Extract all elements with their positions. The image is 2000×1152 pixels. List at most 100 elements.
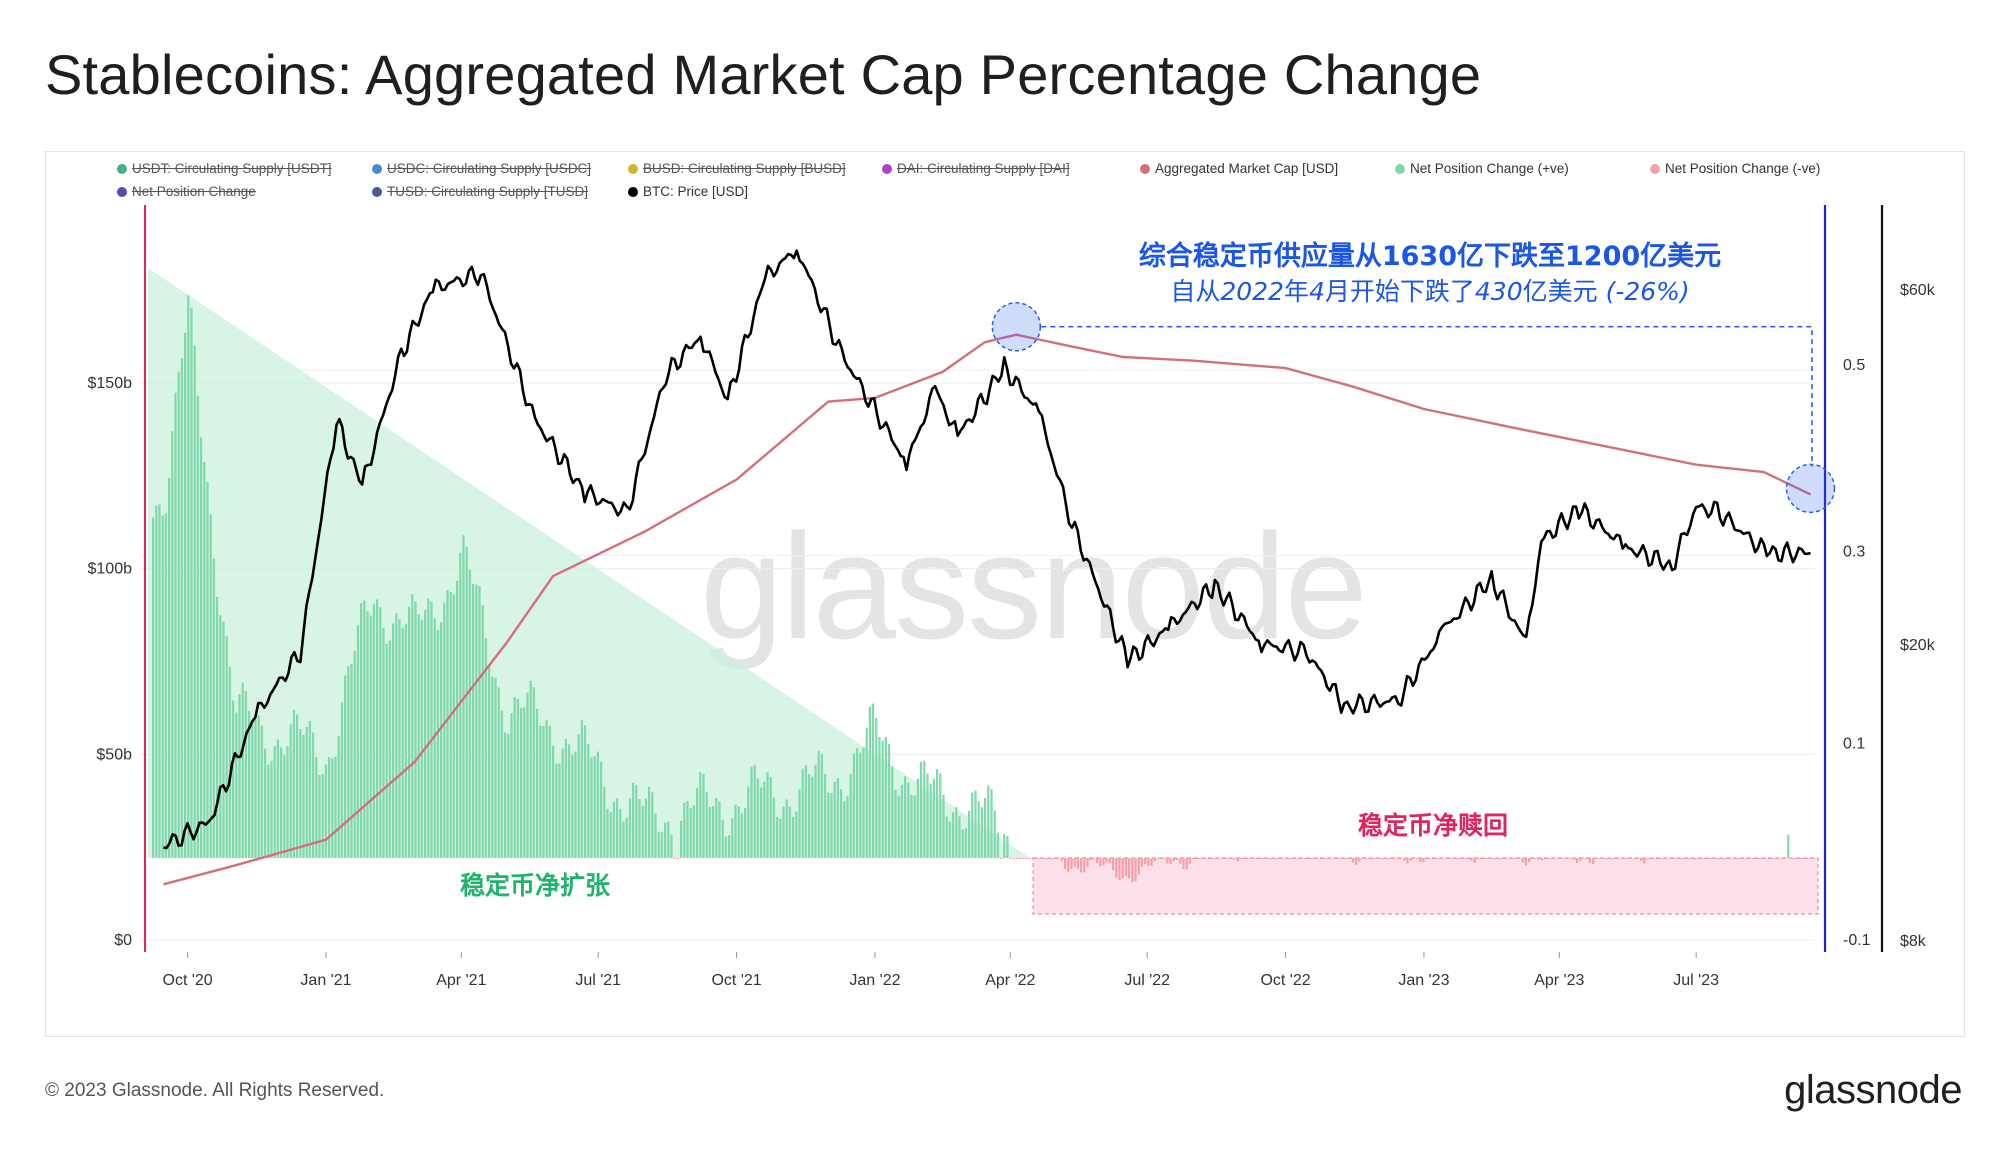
x-axis-tick: Jan '21 bbox=[300, 972, 351, 989]
net-change-bar-positive bbox=[491, 676, 494, 858]
net-change-bar-negative bbox=[1486, 858, 1489, 859]
net-change-bar-negative bbox=[1108, 858, 1111, 864]
net-change-bar-negative bbox=[1438, 858, 1441, 859]
net-change-bar-negative bbox=[1073, 858, 1076, 867]
net-change-bar-positive bbox=[344, 675, 347, 858]
net-change-bar-positive bbox=[152, 517, 155, 858]
legend-item[interactable]: Net Position Change bbox=[117, 184, 256, 199]
right-axis-tick: $20k bbox=[1900, 637, 1936, 654]
net-change-bar-negative bbox=[1163, 858, 1166, 859]
net-change-bar-negative bbox=[1796, 858, 1799, 859]
net-change-bar-negative bbox=[1489, 858, 1492, 859]
net-change-bar-negative bbox=[673, 858, 676, 859]
net-change-bar-positive bbox=[587, 744, 590, 858]
net-change-bar-negative bbox=[1214, 858, 1217, 859]
net-change-bar-negative bbox=[1348, 858, 1351, 859]
net-change-bar-positive bbox=[577, 734, 580, 858]
net-change-bar-negative bbox=[1457, 858, 1460, 859]
net-change-bar-negative bbox=[1630, 858, 1633, 859]
left-axis-tick: $150b bbox=[88, 375, 133, 392]
legend-item[interactable]: TUSD: Circulating Supply [TUSD] bbox=[372, 184, 588, 199]
net-change-bar-negative bbox=[1544, 858, 1547, 859]
net-change-bar-positive bbox=[260, 725, 263, 858]
net-change-bar-positive bbox=[481, 604, 484, 858]
net-change-bar-negative bbox=[1227, 858, 1230, 859]
net-change-bar-negative bbox=[1496, 858, 1499, 859]
net-change-bar-negative bbox=[1131, 858, 1134, 883]
net-change-bar-negative bbox=[1700, 858, 1703, 859]
net-change-bar-negative bbox=[1448, 858, 1451, 859]
net-change-bar-negative bbox=[1521, 858, 1524, 863]
annotation-subline-month: 4 bbox=[1308, 277, 1325, 306]
net-change-bar-negative bbox=[1592, 858, 1595, 864]
net-change-bar-positive bbox=[724, 836, 727, 858]
net-change-bar-positive bbox=[513, 697, 516, 858]
net-change-bar-positive bbox=[609, 811, 612, 858]
net-change-bar-positive bbox=[459, 552, 462, 858]
x-axis-tick: Jul '22 bbox=[1124, 972, 1170, 989]
net-change-bar-positive bbox=[580, 720, 583, 858]
left-axis-tick: $100b bbox=[88, 561, 133, 578]
legend-item[interactable]: Aggregated Market Cap [USD] bbox=[1140, 161, 1338, 176]
net-change-bar-positive bbox=[161, 515, 164, 858]
legend-item[interactable]: USDC: Circulating Supply [USDC] bbox=[372, 161, 591, 176]
net-change-bar-negative bbox=[1688, 858, 1691, 859]
net-change-bar-negative bbox=[1563, 858, 1566, 859]
net-change-bar-negative bbox=[1627, 858, 1630, 859]
net-change-bar-negative bbox=[1800, 858, 1803, 859]
legend-label: BTC: Price [USD] bbox=[643, 184, 749, 199]
legend-item[interactable]: BTC: Price [USD] bbox=[628, 184, 748, 199]
net-change-bar-positive bbox=[664, 822, 667, 858]
legend-item[interactable]: BUSD: Circulating Supply [BUSD] bbox=[628, 161, 846, 176]
annotation-subline-prefix: 自从 bbox=[1170, 277, 1221, 306]
net-change-bar-negative bbox=[1556, 858, 1559, 859]
net-change-bar-positive bbox=[846, 796, 849, 858]
net-change-bar-negative bbox=[1236, 858, 1239, 862]
net-change-bar-negative bbox=[1009, 858, 1012, 859]
net-change-bar-negative bbox=[1793, 858, 1796, 859]
net-change-bar-negative bbox=[1160, 858, 1163, 859]
net-change-bar-positive bbox=[414, 601, 417, 858]
net-change-bar-positive bbox=[606, 808, 609, 858]
net-change-bar-positive bbox=[248, 711, 251, 858]
x-axis-tick: Apr '22 bbox=[985, 972, 1035, 989]
net-change-bar-negative bbox=[1032, 858, 1035, 859]
net-change-bar-positive bbox=[814, 764, 817, 858]
net-change-bar-negative bbox=[1022, 858, 1025, 859]
legend-item[interactable]: USDT: Circulating Supply [USDT] bbox=[117, 161, 332, 176]
net-change-bar-positive bbox=[337, 736, 340, 858]
net-change-bar-negative bbox=[1704, 858, 1707, 859]
net-change-bar-negative bbox=[1764, 858, 1767, 859]
net-change-bar-positive bbox=[651, 792, 654, 858]
net-change-bar-negative bbox=[1252, 858, 1255, 859]
x-axis-tick: Jan '22 bbox=[849, 972, 900, 989]
net-change-bar-positive bbox=[897, 795, 900, 858]
net-change-bar-negative bbox=[1473, 858, 1476, 863]
net-change-bar-negative bbox=[1681, 858, 1684, 859]
net-change-bar-negative bbox=[1451, 858, 1454, 859]
net-change-bar-positive bbox=[286, 745, 289, 858]
net-change-bar-positive bbox=[564, 738, 567, 858]
net-change-bar-negative bbox=[1595, 858, 1598, 859]
net-change-bar-positive bbox=[763, 781, 766, 858]
net-change-bar-negative bbox=[1256, 858, 1259, 859]
legend-item[interactable]: Net Position Change (+ve) bbox=[1395, 161, 1569, 176]
net-change-bar-positive bbox=[395, 613, 398, 858]
legend-item[interactable]: DAI: Circulating Supply [DAI] bbox=[882, 161, 1070, 176]
net-change-bar-negative bbox=[1649, 858, 1652, 859]
net-change-bar-positive bbox=[852, 753, 855, 858]
mid-axis-tick: 0.1 bbox=[1843, 735, 1865, 752]
net-change-bar-negative bbox=[1732, 858, 1735, 859]
net-change-bar-positive bbox=[241, 682, 244, 858]
net-change-bar-negative bbox=[1147, 858, 1150, 866]
net-change-bar-positive bbox=[254, 719, 257, 858]
net-change-bar-negative bbox=[1726, 858, 1729, 859]
net-change-bar-negative bbox=[1092, 858, 1095, 860]
net-change-bar-positive bbox=[280, 747, 283, 858]
net-change-bar-negative bbox=[1534, 858, 1537, 859]
net-change-bar-positive bbox=[718, 801, 721, 858]
net-change-bar-positive bbox=[465, 546, 468, 858]
net-change-bar-positive bbox=[596, 751, 599, 858]
net-change-bar-positive bbox=[715, 798, 718, 858]
legend-item[interactable]: Net Position Change (-ve) bbox=[1650, 161, 1820, 176]
